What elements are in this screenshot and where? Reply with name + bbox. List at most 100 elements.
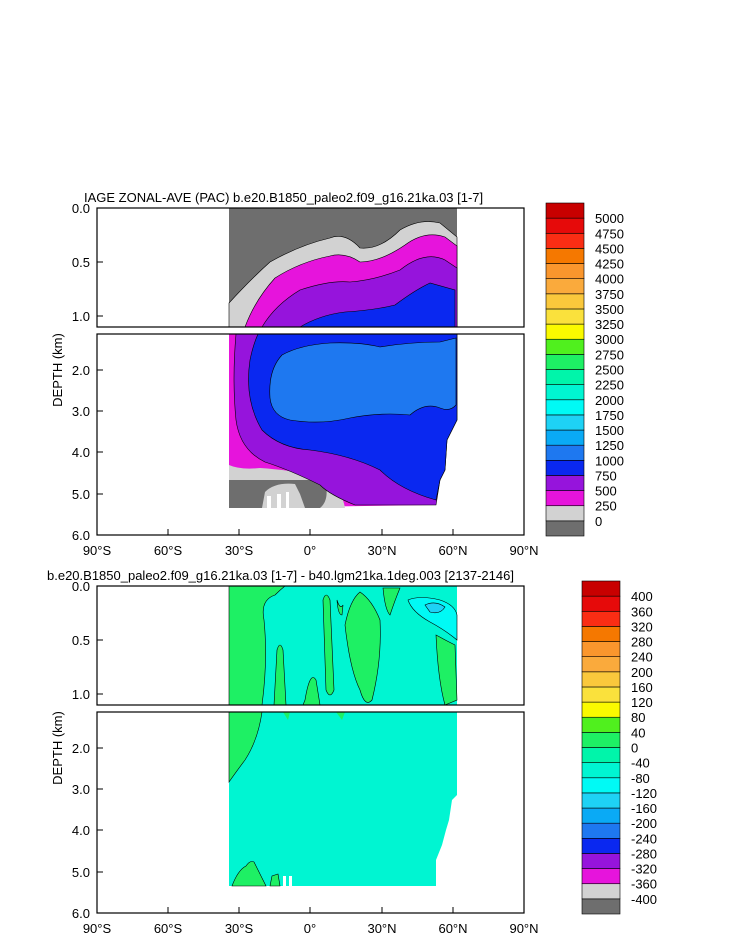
ytick-label: 2.0 (72, 363, 90, 378)
colorbar-label: 0 (595, 514, 602, 529)
colorbar-swatch (581, 898, 621, 915)
colorbar-label: 750 (595, 468, 617, 483)
colorbar-label: -360 (631, 877, 657, 892)
colorbar-label: 400 (631, 589, 653, 604)
colorbar-label: 250 (595, 499, 617, 514)
colorbar-label: 0 (631, 741, 638, 756)
colorbar-swatch (545, 520, 585, 537)
colorbar-swatch (545, 460, 585, 476)
colorbar-swatch (545, 263, 585, 279)
panel-1: IAGE ZONAL-AVE (PAC) b.e20.B1850_paleo2.… (50, 190, 624, 558)
colorbar-swatch (581, 641, 621, 657)
panel-1-upper-field (228, 208, 458, 328)
xtick-label: 30°N (367, 921, 396, 936)
ytick-label: 0.0 (72, 201, 90, 216)
colorbar-label: -40 (631, 756, 650, 771)
colorbar-label: 2500 (595, 363, 624, 378)
colorbar-label: 5000 (595, 211, 624, 226)
colorbar-swatch (581, 838, 621, 854)
colorbar-swatch (545, 202, 585, 219)
colorbar-label: -400 (631, 892, 657, 907)
colorbar-label: 4750 (595, 226, 624, 241)
colorbar-label: 280 (631, 635, 653, 650)
colorbar-label: 320 (631, 619, 653, 634)
colorbar-swatch (581, 822, 621, 839)
colorbar-swatch (545, 429, 585, 446)
colorbar-label: 3000 (595, 332, 624, 347)
xtick-label: 30°S (225, 543, 254, 558)
ytick-label: 6.0 (72, 906, 90, 921)
colorbar-label: 2250 (595, 378, 624, 393)
ytick-label: 5.0 (72, 487, 90, 502)
colorbar-label: 2750 (595, 347, 624, 362)
colorbar-swatch (581, 853, 621, 869)
colorbar-swatch (545, 338, 585, 355)
colorbar-swatch (545, 354, 585, 370)
panel-2: b.e20.B1850_paleo2.f09_g16.21ka.03 [1-7]… (47, 568, 657, 936)
xtick-label: 90°N (509, 543, 538, 558)
colorbar-label: -280 (631, 846, 657, 861)
panel-1-ylabel: DEPTH (km) (50, 333, 65, 407)
colorbar-label: 1250 (595, 438, 624, 453)
colorbar-label: 1000 (595, 453, 624, 468)
panel-2-upper-field (228, 585, 458, 706)
colorbar-swatch (545, 414, 585, 431)
colorbar-swatch (581, 701, 621, 718)
panel-1-title: IAGE ZONAL-AVE (PAC) b.e20.B1850_paleo2.… (84, 190, 483, 205)
colorbar-label: 4500 (595, 241, 624, 256)
colorbar-swatch (545, 444, 585, 461)
colorbar-swatch (581, 671, 621, 688)
ytick-label: 1.0 (72, 309, 90, 324)
colorbar-swatch (581, 807, 621, 824)
colorbar-label: -120 (631, 786, 657, 801)
panel-1-yticks: 0.0 0.5 1.0 2.0 3.0 4.0 5.0 6.0 (72, 201, 103, 543)
colorbar-label: -320 (631, 862, 657, 877)
colorbar-swatch (581, 626, 621, 642)
colorbar-label: 3250 (595, 317, 624, 332)
colorbar-label: 240 (631, 650, 653, 665)
panel-2-yticks: 0.0 0.5 1.0 2.0 3.0 4.0 5.0 6.0 (72, 579, 103, 921)
ytick-label: 4.0 (72, 823, 90, 838)
colorbar-swatch (545, 217, 585, 234)
ytick-label: 0.5 (72, 255, 90, 270)
colorbar-swatch (581, 747, 621, 763)
colorbar-swatch (581, 883, 621, 900)
colorbar-swatch (581, 580, 621, 597)
colorbar-label: 3500 (595, 302, 624, 317)
panel-2-xticks: 90°S 60°S 30°S 0° 30°N 60°N 90°N (83, 907, 539, 936)
colorbar-label: 120 (631, 695, 653, 710)
colorbar-swatch (545, 248, 585, 264)
ytick-label: 0.5 (72, 633, 90, 648)
colorbar-swatch (545, 475, 585, 491)
colorbar-swatch (545, 384, 585, 401)
ytick-label: 2.0 (72, 741, 90, 756)
colorbar-swatch (581, 777, 621, 794)
colorbar-swatch (581, 762, 621, 779)
xtick-label: 30°N (367, 543, 396, 558)
colorbar-swatch (581, 716, 621, 733)
panel-2-colorbar: -400-360-320-280-240-200-160-120-80-4004… (581, 580, 657, 915)
colorbar-label: -80 (631, 771, 650, 786)
colorbar-label: 1500 (595, 423, 624, 438)
colorbar-label: 3750 (595, 287, 624, 302)
colorbar-swatch (545, 323, 585, 340)
xtick-label: 90°S (83, 543, 112, 558)
colorbar-swatch (545, 490, 585, 507)
colorbar-swatch (581, 595, 621, 612)
colorbar-label: 360 (631, 604, 653, 619)
colorbar-swatch (581, 686, 621, 703)
colorbar-swatch (545, 308, 585, 325)
colorbar-label: 1750 (595, 408, 624, 423)
colorbar-swatch (545, 278, 585, 295)
xtick-label: 90°S (83, 921, 112, 936)
colorbar-label: -160 (631, 801, 657, 816)
panel-2-ylabel: DEPTH (km) (50, 711, 65, 785)
panel-1-colorbar: 0250500750100012501500175020002250250027… (545, 202, 624, 537)
colorbar-label: 40 (631, 725, 645, 740)
panel-1-upper-frame (96, 207, 525, 328)
colorbar-swatch (581, 732, 621, 748)
xtick-label: 60°S (154, 543, 183, 558)
colorbar-swatch (545, 369, 585, 385)
colorbar-swatch (545, 293, 585, 310)
xtick-label: 60°N (438, 921, 467, 936)
